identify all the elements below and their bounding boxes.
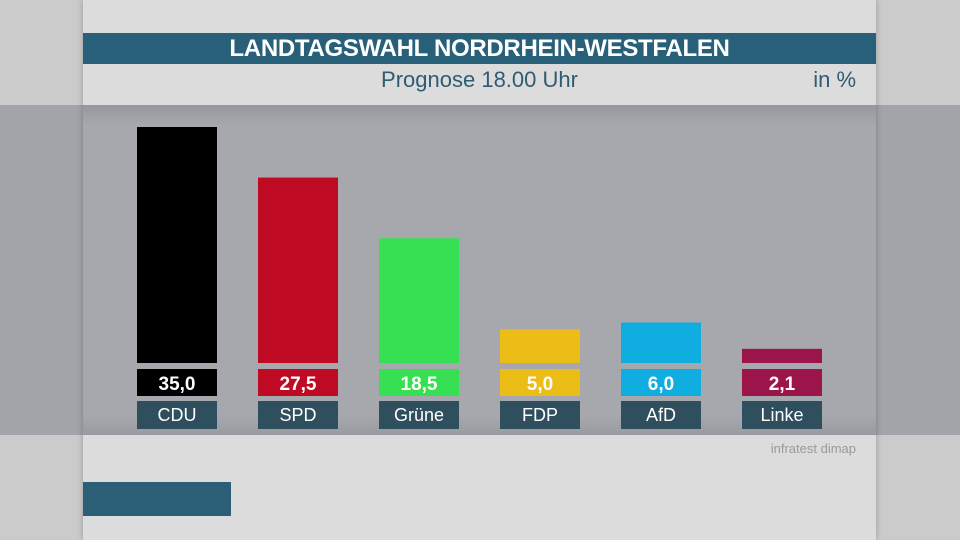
category-box — [258, 401, 338, 429]
value-box — [137, 369, 217, 396]
bar-grüne — [379, 238, 459, 363]
value-box — [379, 369, 459, 396]
footer-bar — [83, 482, 231, 516]
value-box — [621, 369, 701, 396]
category-box — [379, 401, 459, 429]
value-label: 35,0 — [159, 374, 196, 395]
category-box — [742, 401, 822, 429]
value-box — [258, 369, 338, 396]
value-label: 6,0 — [648, 374, 674, 395]
unit-label: in % — [813, 67, 856, 92]
category-label: FDP — [522, 405, 558, 425]
category-box — [137, 401, 217, 429]
bar-afd — [621, 322, 701, 363]
value-box — [742, 369, 822, 396]
bar-spd — [258, 177, 338, 363]
value-box — [500, 369, 580, 396]
value-label: 2,1 — [769, 374, 796, 395]
chart-title: LANDTAGSWAHL NORDRHEIN-WESTFALEN — [83, 33, 876, 64]
bar-linke — [742, 348, 822, 363]
category-label: CDU — [158, 405, 197, 425]
bar-cdu — [137, 127, 217, 363]
bar-fdp — [500, 329, 580, 363]
source-label: infratest dimap — [770, 441, 856, 456]
category-label: Linke — [760, 405, 803, 425]
category-label: AfD — [646, 405, 676, 425]
category-box — [621, 401, 701, 429]
category-label: SPD — [279, 405, 316, 425]
value-label: 5,0 — [527, 374, 553, 395]
value-label: 27,5 — [280, 374, 317, 395]
value-label: 18,5 — [401, 374, 438, 395]
chart-subtitle: Prognose 18.00 Uhr — [381, 67, 578, 92]
category-label: Grüne — [394, 405, 444, 425]
category-box — [500, 401, 580, 429]
